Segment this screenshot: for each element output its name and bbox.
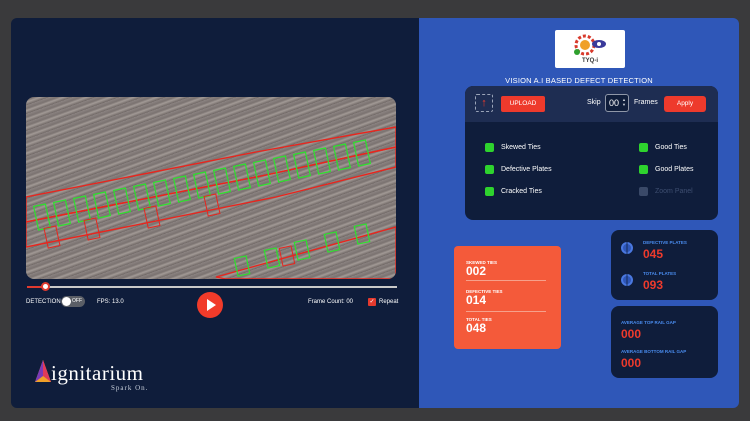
brand-logo-card: TYQ-i <box>555 30 625 68</box>
top-rail-gap-label: AVERAGE TOP RAIL GAP <box>621 320 676 325</box>
fps-readout: FPS: 13.0 <box>97 299 124 305</box>
total-plates-icon <box>621 274 633 286</box>
upload-button[interactable]: UPLOAD <box>501 96 545 112</box>
app-window: DETECTION OFF FPS: 13.0 Frame Count: 00 … <box>11 18 739 408</box>
stepper-arrows-icon[interactable]: ▲ ▼ <box>622 97 626 107</box>
option-defective-plates[interactable]: Defective Plates <box>485 165 552 174</box>
defective-plates-icon <box>621 242 633 254</box>
top-rail-gap-value: 000 <box>621 327 642 341</box>
option-skewed-ties[interactable]: Skewed Ties <box>485 143 541 152</box>
bottom-rail-gap-label: AVERAGE BOTTOM RAIL GAP <box>621 349 687 354</box>
bottom-rail-gap-value: 000 <box>621 356 642 370</box>
logo-name: ignitarium <box>51 361 144 385</box>
video-pane: DETECTION OFF FPS: 13.0 Frame Count: 00 … <box>11 18 419 408</box>
total-plates-value: 093 <box>643 278 664 292</box>
checkbox-on[interactable] <box>639 165 648 174</box>
stat-defective-ties: DEFECTIVE TIES 014 <box>466 289 503 307</box>
repeat-checkbox[interactable]: ✓ <box>368 298 376 306</box>
skip-value: 00 <box>609 98 620 108</box>
ignitarium-logo: ignitarium Spark On. <box>35 358 185 398</box>
checkbox-on[interactable] <box>485 143 494 152</box>
logo-tagline: Spark On. <box>111 384 149 392</box>
checkbox-on[interactable] <box>485 187 494 196</box>
app-title: VISION A.I BASED DEFECT DETECTION <box>505 76 653 85</box>
control-panel: ↑ UPLOAD Skip 00 ▲ ▼ Frames Apply Skewed … <box>465 86 718 220</box>
ties-stats-card: SKEWED TIES 002 DEFECTIVE TIES 014 TOTAL… <box>454 246 561 349</box>
divider <box>466 280 546 281</box>
control-toolbar: ↑ UPLOAD Skip 00 ▲ ▼ Frames Apply <box>465 86 718 122</box>
frames-label: Frames <box>634 99 658 106</box>
stat-total-ties: TOTAL TIES 048 <box>466 317 492 335</box>
gear-eye-icon <box>574 34 606 56</box>
toggle-knob <box>62 297 71 306</box>
upload-arrow-icon[interactable]: ↑ <box>475 94 493 112</box>
checkbox-on[interactable] <box>639 143 648 152</box>
option-good-plates[interactable]: Good Plates <box>639 165 694 174</box>
seek-progress <box>27 286 45 288</box>
skip-label: Skip <box>587 99 601 106</box>
brand-text: TYQ-i <box>582 58 598 64</box>
skip-frames-input[interactable]: 00 ▲ ▼ <box>605 94 629 112</box>
frame-count: Frame Count: 00 <box>308 299 354 305</box>
option-good-ties[interactable]: Good Ties <box>639 143 687 152</box>
rail-box-second-track <box>215 226 396 279</box>
dashboard-pane: TYQ-i VISION A.I BASED DEFECT DETECTION … <box>419 18 739 408</box>
detection-overlay <box>26 126 396 279</box>
checkbox-off[interactable] <box>639 187 648 196</box>
repeat-label: Repeat <box>379 299 399 305</box>
detection-label: DETECTION <box>26 299 61 305</box>
option-zoom-panel[interactable]: Zoom Panel <box>639 187 693 196</box>
video-frame[interactable] <box>26 97 396 279</box>
toggle-state: OFF <box>72 298 82 304</box>
defective-plates-label: DEFECTIVE PLATES <box>643 240 687 245</box>
plates-stats-card: DEFECTIVE PLATES 045 TOTAL PLATES 093 <box>611 230 718 300</box>
logo-mark-icon <box>35 360 51 382</box>
rail-gap-stats-card: AVERAGE TOP RAIL GAP 000 AVERAGE BOTTOM … <box>611 306 718 378</box>
seek-bar[interactable] <box>27 282 397 291</box>
total-plates-label: TOTAL PLATES <box>643 271 677 276</box>
divider <box>466 311 546 312</box>
apply-button[interactable]: Apply <box>664 96 706 112</box>
rail-box-upper <box>26 126 396 223</box>
play-button[interactable] <box>197 292 223 318</box>
option-cracked-ties[interactable]: Cracked Ties <box>485 187 542 196</box>
checkbox-on[interactable] <box>485 165 494 174</box>
stat-skewed-ties: SKEWED TIES 002 <box>466 260 498 278</box>
defective-plates-value: 045 <box>643 247 664 261</box>
detection-toggle[interactable]: OFF <box>61 296 85 307</box>
rail-box-lower <box>26 146 396 248</box>
seek-handle[interactable] <box>41 282 50 291</box>
